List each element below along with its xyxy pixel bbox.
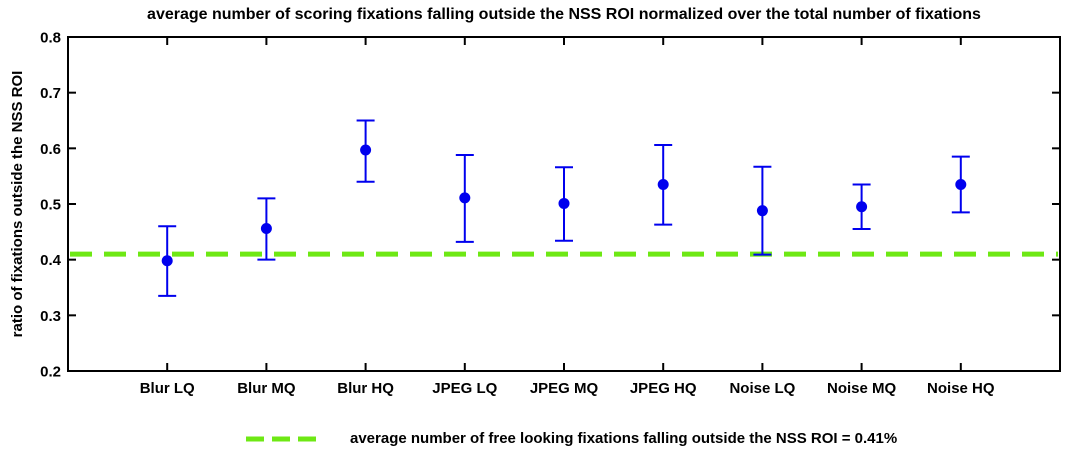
chart-title: average number of scoring fixations fall… [147,6,981,23]
x-tick-label: JPEG LQ [432,380,497,397]
x-tick-label: JPEG MQ [530,380,599,397]
data-point-marker [955,179,967,191]
data-point-marker [856,201,868,213]
x-tick-label: Blur LQ [140,380,195,397]
y-tick-label: 0.2 [40,364,61,381]
y-tick-label: 0.8 [40,30,61,47]
x-tick-label: JPEG HQ [630,380,697,397]
data-point-marker [756,205,768,217]
y-tick-label: 0.3 [40,308,61,325]
data-point-marker [260,222,272,234]
x-tick-label: Blur MQ [237,380,296,397]
x-tick-label: Blur HQ [337,380,394,397]
data-point-marker [161,255,173,267]
y-tick-label: 0.5 [40,197,61,214]
y-tick-label: 0.7 [40,85,61,102]
legend-label: average number of free looking fixations… [350,430,898,447]
data-point-marker [459,192,471,204]
y-tick-label: 0.6 [40,141,61,158]
x-tick-label: Noise HQ [927,380,995,397]
x-tick-label: Noise LQ [729,380,795,397]
y-axis-label: ratio of fixations outside the NSS ROI [9,71,26,338]
data-point-marker [657,179,669,191]
x-tick-label: Noise MQ [827,380,897,397]
data-point-marker [360,144,372,156]
y-tick-label: 0.4 [40,252,62,269]
data-point-marker [558,197,570,209]
